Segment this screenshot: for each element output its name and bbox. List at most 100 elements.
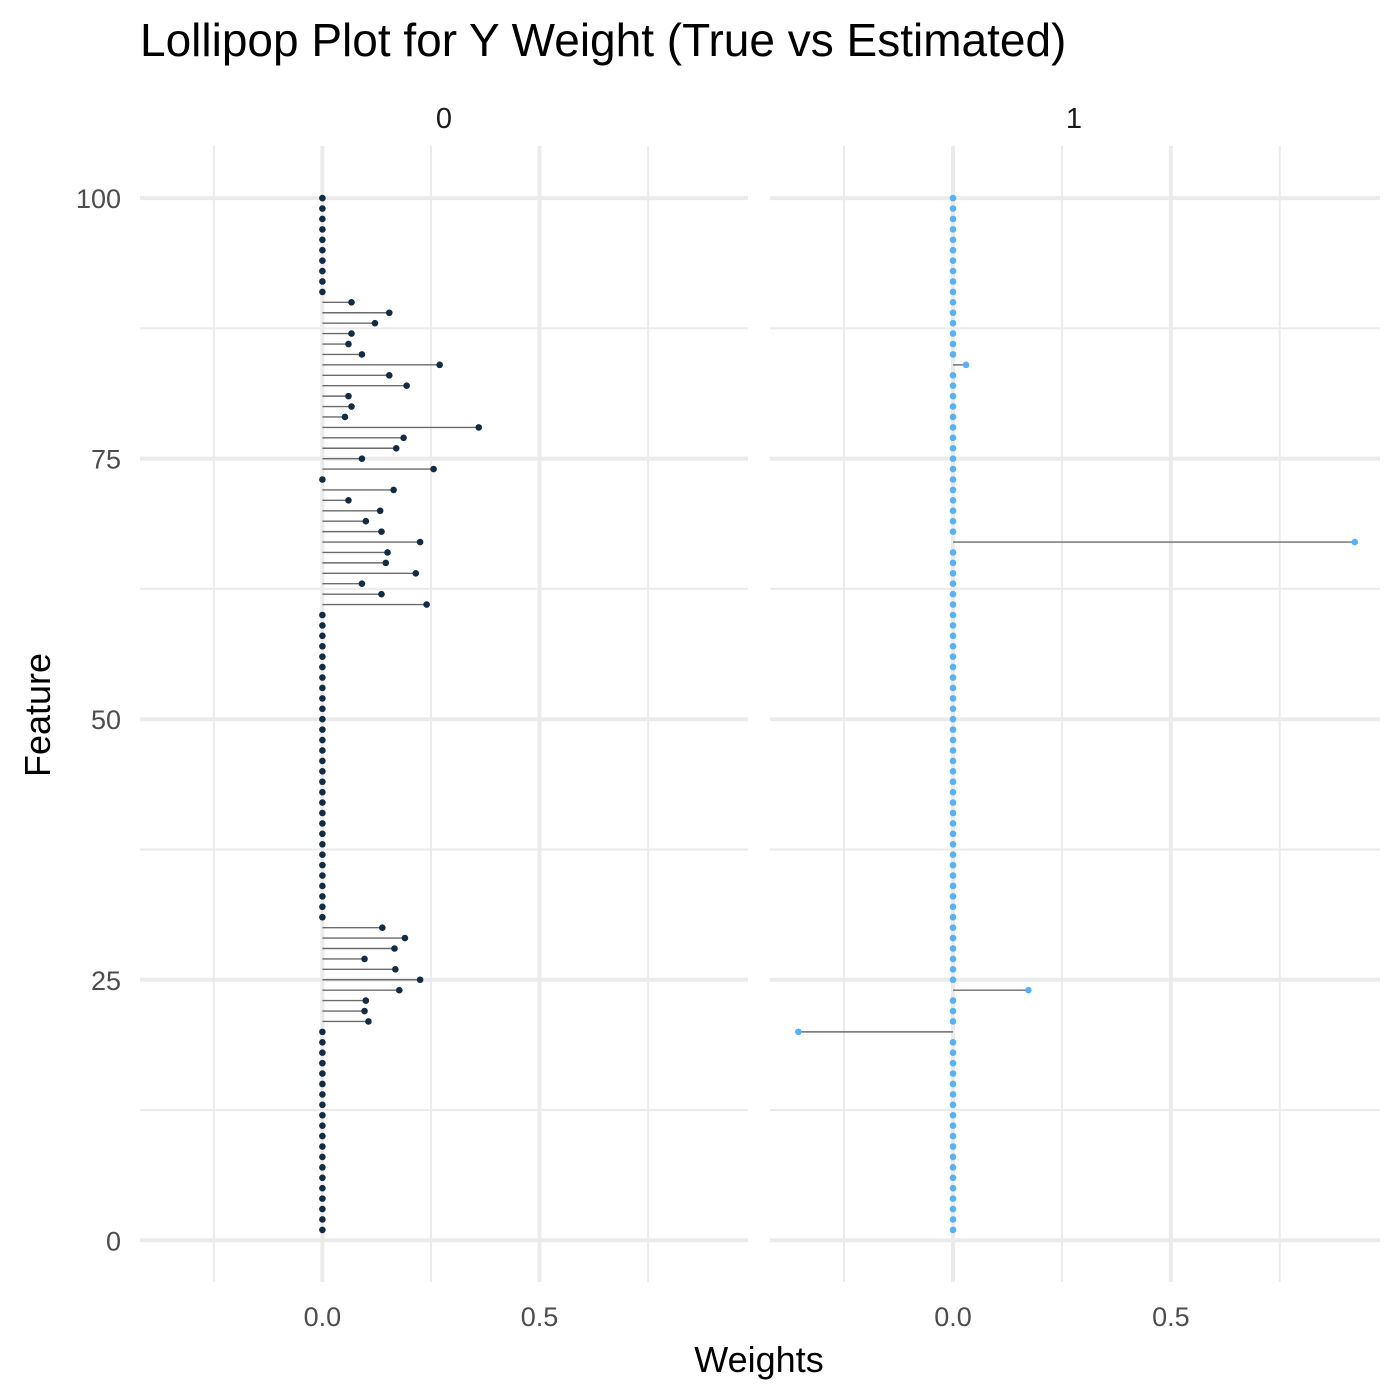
lollipop-point [949,1153,957,1161]
x-tick-label: 0.0 [304,1302,342,1332]
lollipop-point [795,1028,802,1036]
lollipop-point [319,288,326,296]
lollipop-point [348,403,355,410]
y-tick-label: 25 [91,966,121,996]
facet-panel-0 [140,146,748,1282]
lollipop-point [319,194,326,202]
lollipop-point [319,840,326,848]
lollipop-point [949,1132,957,1140]
lollipop-point [949,653,957,660]
lollipop-point [319,674,326,681]
x-axis-tick-labels: 0.0 0.5 0.0 0.5 [304,1302,1190,1332]
lollipop-point [319,903,326,911]
lollipop-point [949,632,957,640]
lollipop-point [949,226,957,233]
lollipop-point [319,715,326,723]
lollipop-point [392,966,399,973]
lollipop-point [319,799,326,806]
lollipop-point [390,486,397,494]
lollipop-point [949,1143,957,1150]
y-tick-label: 100 [76,184,121,214]
lollipop-point [412,570,420,577]
lollipop-point [949,476,957,483]
lollipop-point [319,1184,326,1192]
lollipop-point [345,497,352,504]
lollipop-point [949,872,957,879]
lollipop-point [385,371,393,379]
lollipop-point [949,601,957,608]
lollipop-point [319,1216,326,1223]
lollipop-point [319,726,326,733]
lollipop-point [949,236,957,244]
lollipop-point [949,966,957,973]
y-tick-label: 50 [91,705,121,735]
lollipop-point [319,820,326,827]
lollipop-point [949,820,957,827]
lollipop-point [949,705,957,713]
lollipop-point [319,695,326,702]
y-tick-label: 0 [106,1226,121,1256]
lollipop-point [949,194,957,202]
lollipop-point [361,1007,368,1015]
lollipop-point [949,830,957,838]
lollipop-point [949,945,957,952]
lollipop-point [319,747,326,754]
lollipop-point [949,1091,957,1098]
lollipop-point [319,215,326,223]
lollipop-point [319,632,326,640]
lollipop-point [949,997,957,1004]
lollipop-point [949,684,957,692]
lollipop-point [319,913,326,921]
lollipop-point [949,580,957,588]
lollipop-point [348,330,355,337]
lollipop-point [358,455,366,462]
lollipop-point [345,392,352,400]
lollipop-point [949,392,957,400]
lollipop-point [949,934,957,942]
lollipop-point [416,538,424,546]
lollipop-point [423,601,430,608]
lollipop-point [319,278,326,285]
lollipop-point [949,497,957,504]
lollipop-point [949,882,957,890]
lollipop-point [949,788,957,796]
lollipop-point [949,319,957,327]
lollipop-point [371,319,379,327]
lollipop-point [949,715,957,723]
lollipop-point [319,893,326,900]
lollipop-point [949,757,957,765]
lollipop-point [949,1122,957,1129]
lollipop-point [319,257,326,264]
lollipop-point [391,945,398,952]
lollipop-point [949,893,957,900]
lollipop-point [319,1091,326,1098]
lollipop-point [949,570,957,577]
lollipop-point [949,778,957,786]
lollipop-point [365,1018,372,1025]
lollipop-point [362,517,370,525]
lollipop-point [949,382,957,390]
lollipop-point [319,663,326,671]
lollipop-point [949,1226,957,1234]
lollipop-point [319,1164,326,1171]
lollipop-point [319,1080,326,1088]
lollipop-point [319,684,326,692]
lollipop-point [949,1216,957,1223]
lollipop-point [949,622,957,629]
lollipop-point [395,986,403,994]
x-tick-label: 0.5 [1152,1302,1190,1332]
lollipop-point [362,997,370,1004]
lollipop-point [319,226,326,233]
lollipop-point [319,1174,326,1182]
x-tick-label: 0.5 [521,1302,559,1332]
lollipop-point [949,351,957,358]
lollipop-point [358,580,366,588]
lollipop-point [348,299,355,306]
lollipop-point [949,1080,957,1088]
lollipop-point [361,955,368,963]
lollipop-point [319,246,326,254]
lollipop-point [401,934,409,942]
lollipop-point [949,549,957,556]
lollipop-point [949,517,957,525]
lollipop-point [949,1205,957,1213]
